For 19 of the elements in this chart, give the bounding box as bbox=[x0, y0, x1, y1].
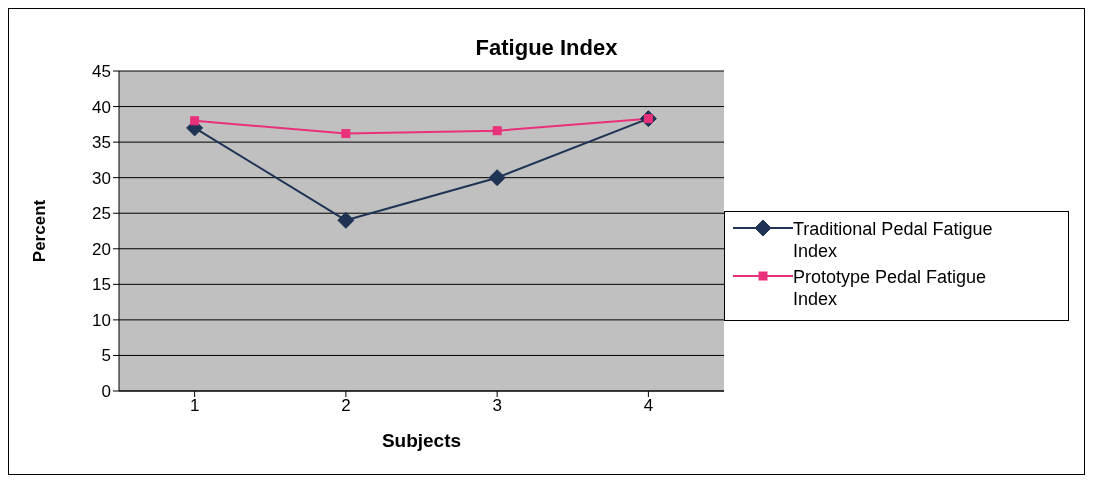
y-tick-label: 25 bbox=[92, 204, 111, 224]
y-tick-label: 20 bbox=[92, 239, 111, 259]
x-tick-label: 4 bbox=[643, 396, 654, 416]
y-tick-label: 0 bbox=[101, 382, 111, 402]
y-axis-title: Percent bbox=[30, 199, 50, 263]
legend-label: Prototype Pedal Fatigue Index bbox=[793, 266, 988, 310]
y-tick-label: 15 bbox=[92, 275, 111, 295]
x-tick-label: 2 bbox=[341, 396, 351, 416]
y-tick-label: 30 bbox=[92, 168, 111, 188]
x-tick-label: 1 bbox=[189, 396, 200, 416]
x-tick-label: 3 bbox=[492, 396, 502, 416]
y-tick-label: 5 bbox=[101, 346, 111, 366]
legend-label: Traditional Pedal Fatigue Index bbox=[793, 218, 994, 262]
y-tick-label: 35 bbox=[92, 133, 111, 153]
y-tick-label: 40 bbox=[92, 97, 111, 117]
x-axis-title: Subjects bbox=[381, 430, 462, 451]
y-tick-label: 10 bbox=[92, 310, 111, 330]
chart-title: Fatigue Index bbox=[474, 35, 619, 61]
y-tick-label: 45 bbox=[92, 62, 111, 82]
